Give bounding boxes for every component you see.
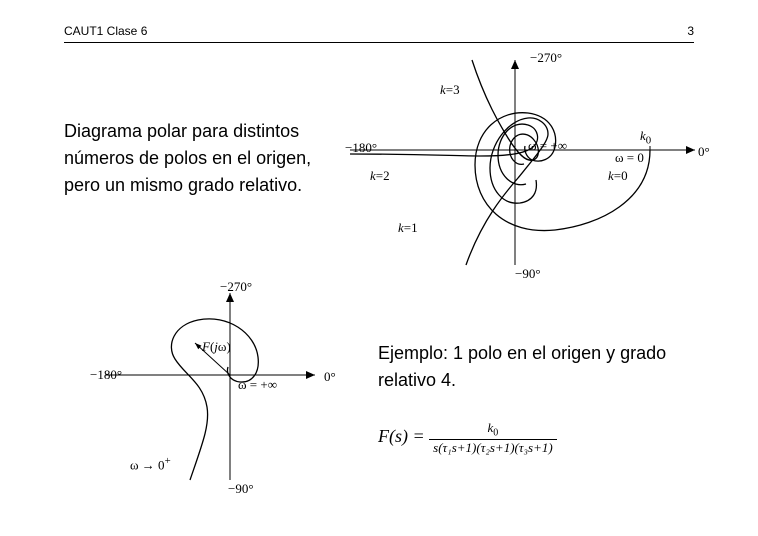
- header-page: 3: [687, 24, 694, 38]
- formula-transfer-function: F(s) = k0 s(τ₁s+1)(τ₂s+1)(τ₃s+1): [378, 420, 557, 456]
- diagram-label: k0: [640, 128, 651, 147]
- diagram-label: −90°: [228, 481, 254, 497]
- diagram-label: k=1: [398, 220, 418, 236]
- polar-diagram-example: −270° −180° 0° −90° ω = +∞ ω → 0+ F(jω): [80, 275, 360, 495]
- diagram-label: −270°: [530, 50, 562, 66]
- diagram-label: k=0: [608, 168, 628, 184]
- header-left: CAUT1 Clase 6: [64, 24, 147, 38]
- diagram-label: −180°: [345, 140, 377, 156]
- diagram-label: 0°: [324, 369, 336, 385]
- polar-diagram-multi-k: −270°−180°0°−90°k=3k=2k=1k=0k0ω = +∞ω = …: [350, 50, 710, 275]
- diagram-label: −180°: [90, 367, 122, 383]
- diagram-label: −270°: [220, 279, 252, 295]
- diagram-label: ω = +∞: [238, 377, 277, 393]
- diagram-label: ω = 0: [615, 150, 644, 166]
- diagram-label: ω → 0+: [130, 455, 171, 473]
- diagram-label: ω = +∞: [528, 138, 567, 154]
- paragraph-main: Diagrama polar para distintos números de…: [64, 118, 334, 199]
- header-rule: [64, 42, 694, 43]
- diagram-label: 0°: [698, 144, 710, 160]
- diagram-label: k=2: [370, 168, 390, 184]
- diagram-label: F(jω): [202, 339, 231, 355]
- diagram-label: −90°: [515, 266, 541, 282]
- paragraph-example: Ejemplo: 1 polo en el origen y grado rel…: [378, 340, 688, 394]
- diagram-label: k=3: [440, 82, 460, 98]
